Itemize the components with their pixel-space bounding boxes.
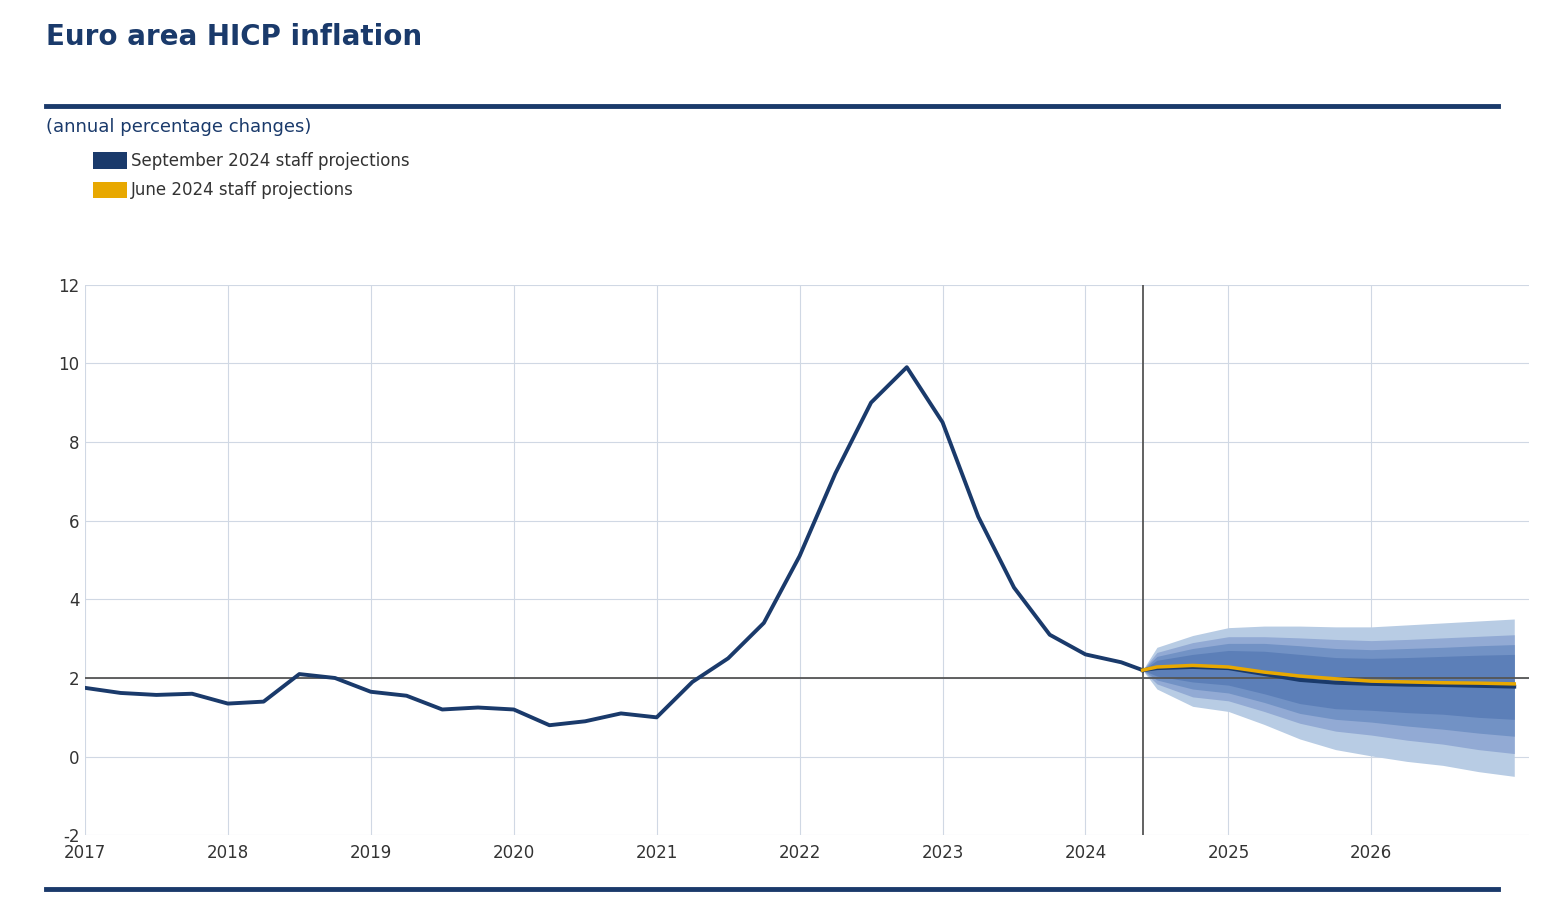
Text: September 2024 staff projections: September 2024 staff projections [131, 151, 409, 170]
Text: Euro area HICP inflation: Euro area HICP inflation [46, 23, 423, 51]
Text: June 2024 staff projections: June 2024 staff projections [131, 181, 354, 199]
Text: (annual percentage changes): (annual percentage changes) [46, 118, 312, 136]
